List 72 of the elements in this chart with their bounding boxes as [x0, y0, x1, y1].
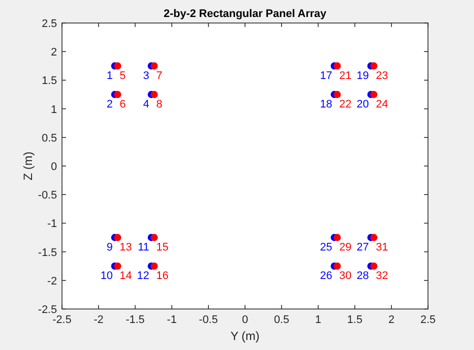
- y-tick-label: -1: [47, 218, 57, 230]
- x-tick-label: 0.5: [274, 314, 290, 326]
- y-tick-label: 1: [50, 104, 57, 116]
- point: [150, 234, 158, 242]
- annotation: 28: [356, 270, 369, 282]
- point: [370, 90, 378, 98]
- point: [334, 90, 341, 98]
- point: [370, 234, 378, 242]
- y-tick-label: -1.5: [38, 246, 57, 259]
- x-tick-label: -2: [94, 314, 104, 326]
- annotation: 14: [120, 270, 132, 282]
- point: [114, 262, 122, 270]
- annotation: 26: [320, 270, 332, 282]
- y-tick-label: -2.5: [38, 304, 57, 316]
- annotation: 27: [356, 242, 369, 254]
- annotation: 8: [156, 98, 162, 110]
- y-tick-label: 1.5: [42, 75, 57, 88]
- x-tick-label: -1.5: [126, 314, 145, 326]
- point: [150, 90, 158, 98]
- point: [114, 90, 122, 98]
- annotation: 4: [143, 98, 150, 110]
- annotation: 6: [120, 98, 126, 110]
- annotation: 30: [339, 270, 352, 282]
- annotation: 29: [339, 242, 352, 254]
- chart-title: 2-by-2 Rectangular Panel Array: [164, 8, 328, 20]
- annotation: 7: [156, 70, 162, 82]
- x-tick-label: 1.5: [347, 314, 362, 326]
- x-tick-label: 1: [315, 314, 322, 326]
- annotation: 16: [156, 270, 168, 282]
- point: [150, 262, 158, 270]
- y-tick-label: -0.5: [38, 190, 57, 202]
- annotation: 32: [376, 270, 388, 282]
- point: [150, 62, 158, 70]
- annotation: 22: [339, 98, 352, 110]
- annotation: 15: [156, 242, 168, 254]
- annotation: 11: [138, 242, 150, 254]
- y-tick-label: 2: [50, 46, 57, 59]
- point: [114, 62, 122, 70]
- annotation: 2: [106, 98, 113, 110]
- y-tick-label: 0.5: [42, 132, 57, 144]
- annotation: 9: [106, 242, 113, 254]
- annotation: 23: [376, 70, 388, 82]
- annotation: 10: [100, 270, 113, 282]
- annotation: 21: [339, 70, 352, 82]
- x-tick-label: 2: [388, 314, 394, 326]
- x-axis-title: Y (m): [230, 329, 260, 343]
- y-tick-label: 2.5: [42, 18, 57, 30]
- x-tick-label: -1: [166, 314, 177, 326]
- point: [334, 262, 341, 270]
- y-tick-label: 0: [50, 161, 57, 173]
- point: [334, 234, 341, 242]
- annotation: 19: [356, 70, 369, 82]
- annotation: 18: [320, 98, 332, 110]
- x-tick-label: 0: [242, 314, 248, 326]
- annotation: 12: [137, 270, 150, 282]
- annotation: 13: [120, 242, 132, 254]
- point: [334, 62, 341, 70]
- annotation: 5: [120, 70, 126, 82]
- annotation: 31: [376, 242, 388, 254]
- annotation: 3: [143, 70, 150, 82]
- point: [370, 262, 378, 270]
- annotation: 17: [320, 70, 332, 82]
- y-axis-title: Z (m): [21, 152, 35, 180]
- point: [370, 62, 378, 70]
- point: [114, 234, 122, 242]
- annotation: 24: [376, 98, 388, 110]
- x-tick-label: 2.5: [420, 314, 436, 326]
- annotation: 1: [106, 70, 113, 82]
- x-tick-label: -0.5: [198, 314, 218, 326]
- y-tick-label: -2: [47, 275, 57, 288]
- annotation: 25: [320, 242, 332, 254]
- annotation: 20: [356, 98, 369, 110]
